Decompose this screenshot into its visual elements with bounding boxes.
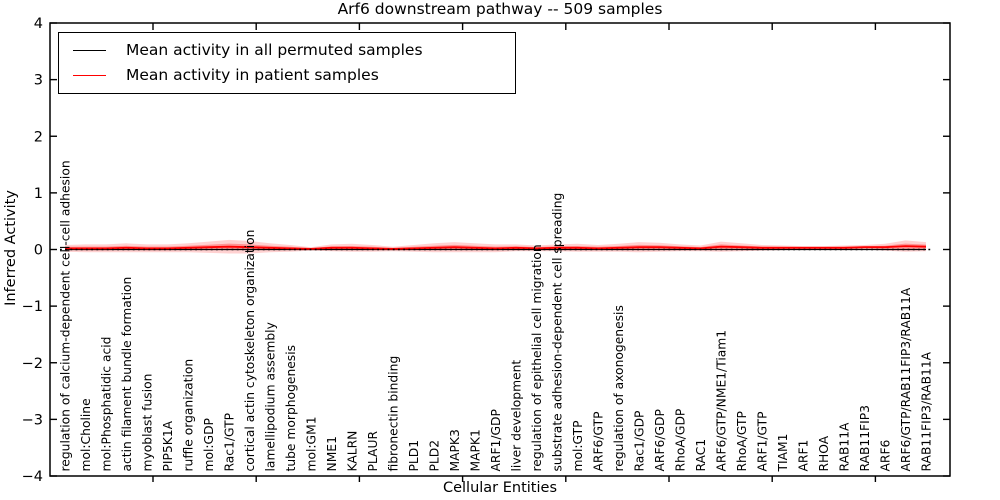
x-category-label: liver development — [510, 360, 524, 472]
x-category-label: RhoA/GDP — [674, 409, 688, 472]
legend-line-sample-black — [73, 49, 106, 51]
x-category-label: mol:Choline — [79, 398, 93, 471]
y-tick-label: 3 — [34, 73, 43, 89]
legend-label: Mean activity in all permuted samples — [126, 40, 423, 59]
x-category-label: ARF6/GTP/NME1/Tiam1 — [715, 330, 729, 472]
y-tick-label: 2 — [34, 129, 43, 145]
y-tick-label: −4 — [22, 469, 43, 485]
x-category-label: ARF6 — [879, 439, 893, 471]
x-category-label: PLAUR — [366, 431, 380, 472]
series-line-patient — [65, 245, 927, 250]
x-category-label: PLD1 — [407, 440, 421, 472]
x-category-label: actin filament bundle formation — [120, 277, 134, 472]
x-category-label: tube morphogenesis — [284, 345, 298, 472]
x-category-label: KALRN — [346, 431, 360, 472]
legend-line-sample-red — [73, 75, 106, 77]
chart-dynamic-layer: 4 3 2 1 0 −1 −2 −3 −4 regulation of calcium-depen… — [22, 16, 951, 485]
x-axis-label: Cellular Entities — [443, 480, 557, 496]
x-category-label: cortical actin cytoskeleton organization — [243, 230, 257, 472]
x-category-label: PLD2 — [428, 440, 442, 472]
x-category-label: lamellipodium assembly — [264, 322, 278, 471]
x-category-label: Rac1/GTP — [223, 413, 237, 472]
x-category-label: NME1 — [325, 436, 339, 471]
x-category-label: mol:GTP — [571, 420, 585, 471]
x-category-label: regulation of axonogenesis — [612, 305, 626, 471]
x-category-label: ARF1 — [797, 440, 811, 472]
x-category-label: RAB11A — [838, 422, 852, 472]
legend-item-permuted: Mean activity in all permuted samples — [59, 40, 515, 59]
x-category-label: ARF1/GTP — [756, 411, 770, 471]
legend-item-patient: Mean activity in patient samples — [59, 65, 515, 84]
x-category-label: ARF6/GDP — [653, 409, 667, 471]
y-tick-label: 0 — [34, 243, 43, 259]
x-category-label: ruffle organization — [182, 359, 196, 472]
y-tick-label: −3 — [22, 412, 43, 428]
x-category-label: substrate adhesion-dependent cell spread… — [551, 193, 565, 472]
x-category-label: RAC1 — [694, 439, 708, 472]
x-category-label: RhoA/GTP — [735, 411, 749, 471]
x-category-label: Rac1/GDP — [633, 411, 647, 472]
x-category-label: TIAM1 — [776, 434, 790, 473]
x-category-label: RAB11FIP3/RAB11A — [920, 351, 934, 471]
legend: Mean activity in all permuted samples Me… — [58, 32, 516, 94]
x-category-label: regulation of calcium-dependent cell-cel… — [59, 160, 73, 471]
x-category-label: ARF6/GTP — [592, 411, 606, 471]
y-tick-label: −1 — [22, 299, 43, 315]
x-category-label: ARF1/GDP — [489, 409, 503, 471]
x-category-label: RHOA — [817, 435, 831, 471]
x-category-label: regulation of epithelial cell migration — [530, 244, 544, 471]
x-category-label: fibronectin binding — [387, 356, 401, 472]
x-category-label: PIP5K1A — [161, 420, 175, 471]
x-category-label: mol:Phosphatidic acid — [100, 337, 114, 472]
x-category-label: MAPK1 — [469, 429, 483, 471]
y-tick-label: 4 — [34, 16, 43, 32]
x-category-label: mol:GM1 — [305, 416, 319, 471]
legend-label: Mean activity in patient samples — [126, 65, 379, 84]
y-tick-label: 1 — [34, 186, 43, 202]
x-category-label: MAPK3 — [448, 429, 462, 471]
y-tick-label: −2 — [22, 356, 43, 372]
y-axis-label: Inferred Activity — [3, 190, 19, 306]
x-category-label: ARF6/GTP/RAB11FIP3/RAB11A — [899, 287, 913, 471]
chart-title: Arf6 downstream pathway -- 509 samples — [338, 0, 663, 18]
x-category-label: myoblast fusion — [141, 374, 155, 472]
x-category-label: mol:GDP — [202, 418, 216, 471]
x-category-label: RAB11FIP3 — [858, 405, 872, 471]
